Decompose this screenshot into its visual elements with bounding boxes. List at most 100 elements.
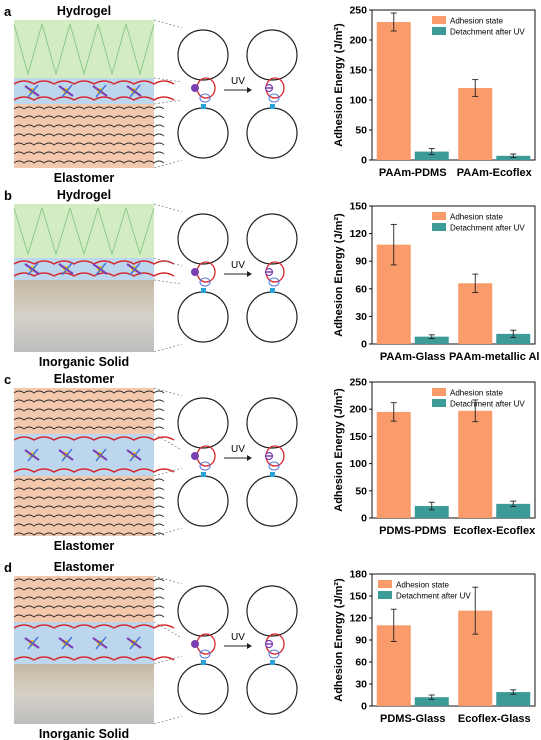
error-bar	[472, 399, 479, 423]
y-tick-label: 60	[355, 657, 367, 669]
y-tick-label: 150	[349, 65, 367, 77]
legend-label: Adhesion state	[450, 389, 503, 398]
bar-detachment	[414, 151, 449, 160]
bar-detachment	[496, 503, 531, 518]
bottom-material-label: Elastomer	[54, 539, 115, 553]
panel-label: a	[4, 4, 12, 19]
y-tick-label: 0	[361, 513, 367, 525]
top-material-label: Hydrogel	[57, 4, 111, 18]
adhered-state-diagram	[177, 585, 229, 715]
y-tick-label: 150	[349, 201, 367, 213]
error-bar	[472, 273, 479, 293]
detached-state-diagram	[246, 213, 298, 343]
bottom-material-label: Inorganic Solid	[39, 355, 129, 369]
y-tick-label: 100	[349, 458, 367, 470]
y-tick-label: 60	[355, 283, 367, 295]
zoom-guide-lines	[153, 203, 183, 353]
legend-swatch	[378, 580, 392, 588]
legend-label: Adhesion state	[450, 17, 503, 26]
error-bar	[510, 153, 517, 159]
zoom-guide-lines	[153, 387, 183, 537]
bar-adhesion	[376, 22, 411, 160]
bar-chart: 0 30 60 90 120 150 180 Adhesion Energy (J/m²) PD…	[333, 569, 536, 725]
plot-frame	[371, 205, 536, 345]
y-tick-label: 0	[361, 339, 367, 351]
error-bar	[428, 334, 435, 339]
error-bar	[428, 148, 435, 156]
panel-label: b	[4, 188, 12, 203]
plot-frame	[371, 9, 536, 161]
error-bar	[390, 12, 397, 32]
x-category-label: PAAm-Ecoflex	[457, 167, 533, 179]
interface-schematic	[13, 388, 175, 536]
adhered-state-diagram	[177, 397, 229, 527]
y-tick-label: 50	[355, 485, 367, 497]
panel-label: c	[4, 372, 11, 387]
y-tick-label: 150	[349, 591, 367, 603]
y-tick-label: 200	[349, 35, 367, 47]
y-tick-label: 250	[349, 377, 367, 389]
panel-d: d Elastomer Inorganic Solid UV 0 30 60 90 120 150…	[0, 556, 541, 740]
y-axis-label: Adhesion Energy (J/m²)	[333, 23, 345, 147]
adhered-state-diagram	[177, 213, 229, 343]
legend-label: Detachment after UV	[396, 592, 471, 601]
interface-schematic	[13, 20, 175, 168]
error-bar	[428, 501, 435, 511]
uv-label: UV	[231, 260, 245, 271]
y-tick-label: 30	[355, 311, 367, 323]
y-axis-label: Adhesion Energy (J/m²)	[333, 213, 345, 337]
bar-adhesion	[458, 283, 493, 344]
top-material-label: Elastomer	[54, 372, 115, 386]
y-axis-label: Adhesion Energy (J/m²)	[333, 578, 345, 702]
interface-schematic	[13, 576, 175, 724]
bar-adhesion	[458, 88, 493, 160]
adhered-state-diagram	[177, 29, 229, 159]
y-tick-label: 0	[361, 155, 367, 167]
panel-a: a Hydrogel Elastomer UV 0 50 100 150 200 250 Adhes…	[0, 0, 541, 185]
x-category-label: PAAm-metallic Al	[449, 351, 539, 363]
bar-chart: 0 30 60 90 120 150 Adhesion Energy (J/m²) PAAm-…	[333, 201, 539, 364]
x-category-label: Ecoflex-Ecoflex	[453, 525, 536, 537]
bar-chart: 0 50 100 150 200 250 Adhesion Energy (J/m²) PDM…	[333, 377, 536, 538]
bar-adhesion	[376, 411, 411, 518]
error-bar	[472, 586, 479, 635]
plot-frame	[371, 381, 536, 519]
interface-schematic	[13, 204, 175, 352]
bar-detachment	[496, 692, 531, 706]
x-category-label: PAAm-PDMS	[379, 167, 447, 179]
legend-swatch	[432, 212, 446, 220]
panel-label: d	[4, 560, 12, 575]
y-tick-label: 200	[349, 404, 367, 416]
y-tick-label: 100	[349, 95, 367, 107]
bar-detachment	[496, 333, 531, 344]
y-tick-label: 180	[349, 569, 367, 581]
legend-swatch	[432, 223, 446, 231]
y-axis-label: Adhesion Energy (J/m²)	[333, 388, 345, 512]
error-bar	[510, 689, 517, 695]
error-bar	[390, 402, 397, 422]
y-tick-label: 30	[355, 679, 367, 691]
y-tick-label: 120	[349, 228, 367, 240]
panel-b: b Hydrogel Inorganic Solid UV 0 30 60 90 120 150 A…	[0, 184, 541, 369]
uv-label: UV	[231, 632, 245, 643]
bottom-material-label: Inorganic Solid	[39, 727, 129, 740]
uv-label: UV	[231, 444, 245, 455]
top-material-label: Elastomer	[54, 560, 115, 574]
y-tick-label: 120	[349, 613, 367, 625]
zoom-guide-lines	[153, 575, 183, 725]
legend-swatch	[432, 399, 446, 407]
error-bar	[428, 694, 435, 700]
legend-swatch	[432, 27, 446, 35]
y-tick-label: 90	[355, 256, 367, 268]
y-tick-label: 0	[361, 701, 367, 713]
y-tick-label: 250	[349, 5, 367, 17]
legend-label: Adhesion state	[450, 213, 503, 222]
legend-label: Adhesion state	[396, 581, 449, 590]
y-tick-label: 90	[355, 635, 367, 647]
x-category-label: Ecoflex-Glass	[458, 713, 531, 725]
legend-label: Detachment after UV	[450, 224, 525, 233]
legend-swatch	[378, 591, 392, 599]
legend-swatch	[432, 16, 446, 24]
uv-label: UV	[231, 76, 245, 87]
top-material-label: Hydrogel	[57, 188, 111, 202]
